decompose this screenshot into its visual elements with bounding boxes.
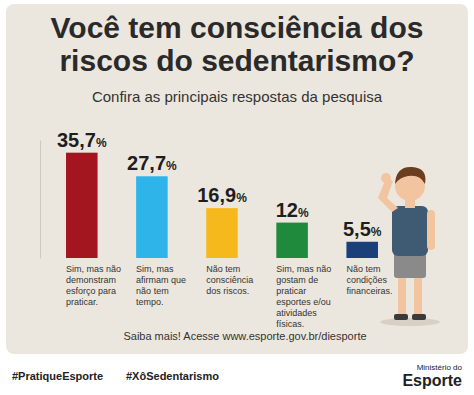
text-line: riscos do sedentarismo? xyxy=(59,44,414,77)
text-line: Sim, mas xyxy=(136,264,174,274)
text-line: demonstram xyxy=(66,275,116,285)
text-line: não tem xyxy=(136,286,169,296)
text-line: praticar. xyxy=(66,297,98,307)
y-axis xyxy=(40,141,41,259)
hashtag: #PratiqueEsporte xyxy=(12,370,103,382)
text-line: Você tem consciência dos xyxy=(51,11,424,44)
category-label: Não temcondiçõesfinanceiras. xyxy=(346,264,392,296)
bar xyxy=(206,208,238,258)
text-line: atividades xyxy=(276,308,317,318)
source-note: Saiba mais! Acesse www.esporte.gov.br/di… xyxy=(123,330,366,342)
y-axis-line xyxy=(40,141,41,259)
text-line: condições xyxy=(346,275,387,285)
bar xyxy=(66,153,98,258)
text-line: praticar xyxy=(276,286,306,296)
panel xyxy=(6,4,468,354)
text-line: afirmam que xyxy=(136,275,186,285)
logo-text: Esporte xyxy=(402,372,462,389)
category-label: Sim, masafirmam quenão temtempo. xyxy=(136,264,186,307)
person-illustration xyxy=(378,167,440,326)
data-label: 5,5% xyxy=(343,218,382,240)
text-line: físicas. xyxy=(276,319,304,329)
title: Você tem consciência dosriscos do sedent… xyxy=(51,11,424,77)
hashtag: #XôSedentarismo xyxy=(126,370,219,382)
text-line: consciência xyxy=(206,275,253,285)
text-line: gostam de xyxy=(276,275,318,285)
bars xyxy=(66,153,378,258)
data-label: 27,7% xyxy=(127,152,177,174)
data-label: 12% xyxy=(276,199,309,221)
text-line: Não tem xyxy=(346,264,380,274)
data-label: 16,9% xyxy=(197,184,247,206)
text-line: esportes e/ou xyxy=(276,297,331,307)
text-line: Sim, mas não xyxy=(276,264,331,274)
data-label: 35,7% xyxy=(57,129,107,151)
bar xyxy=(346,242,378,258)
category-label: Sim, mas nãodemonstramesforço parapratic… xyxy=(66,264,121,307)
bar xyxy=(136,176,168,258)
text-line: Não tem xyxy=(206,264,240,274)
text-line: esforço para xyxy=(66,286,116,296)
logo-text: Ministério do xyxy=(417,363,463,372)
text-line: dos riscos. xyxy=(206,286,249,296)
text-line: financeiras. xyxy=(346,286,392,296)
subtitle: Confira as principais respostas da pesqu… xyxy=(92,88,383,105)
chart: Você tem consciência dosriscos do sedent… xyxy=(0,0,474,395)
text-line: Sim, mas não xyxy=(66,264,121,274)
category-label: Não temconsciênciados riscos. xyxy=(206,264,253,296)
category-label: Sim, mas nãogostam depraticaresportes e/… xyxy=(276,264,331,329)
text-line: tempo. xyxy=(136,297,164,307)
bar xyxy=(276,223,308,258)
